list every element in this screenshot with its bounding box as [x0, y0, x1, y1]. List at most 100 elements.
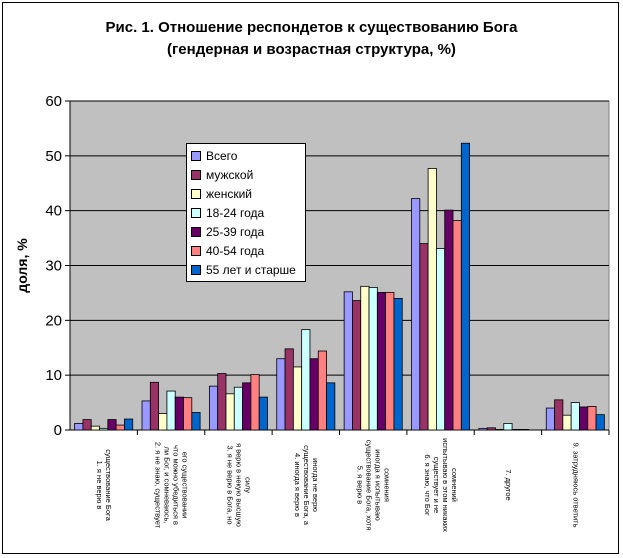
bar [444, 209, 454, 431]
legend-label: 25-39 года [206, 224, 265, 239]
legend-item: 25-39 года [187, 222, 305, 241]
legend-swatch [191, 207, 201, 218]
legend-swatch [191, 188, 201, 199]
legend-swatch [191, 169, 201, 180]
bar [124, 418, 134, 431]
legend-swatch [191, 150, 201, 161]
x-tick-label: 6. я знаю, что Бог [423, 454, 432, 516]
legend-label: 40-54 года [206, 243, 265, 258]
legend-swatch [191, 264, 201, 275]
legend-label: женский [206, 186, 252, 201]
x-tick-label: 5. я верю в [356, 466, 365, 504]
x-tick-label: существование Бога, хотя [365, 440, 374, 531]
chart-title-line-1: Рис. 1. Отношение респондетов к существо… [105, 19, 518, 36]
bar [183, 397, 193, 431]
bar [107, 419, 117, 431]
bar [166, 390, 176, 431]
x-tick-label: иногда не верю [311, 458, 320, 512]
bar [478, 427, 488, 431]
bar [595, 414, 605, 431]
chart-title: Рис. 1. Отношение респондетов к существо… [0, 17, 623, 61]
legend-item: Всего [187, 146, 305, 165]
bar [495, 429, 505, 431]
bar [82, 419, 92, 431]
bar [519, 429, 530, 431]
bar [486, 427, 496, 431]
x-tick-label: существование Бога [104, 449, 113, 521]
legend-swatch [191, 245, 201, 256]
x-tick-label: 9. затрудняюсь ответить [571, 443, 580, 528]
bar [460, 142, 471, 431]
bar [587, 406, 597, 431]
bar [284, 348, 294, 431]
bar [579, 406, 589, 431]
bar [115, 424, 125, 431]
bar [233, 386, 243, 431]
x-tick-label: я верю в некую высшую [234, 443, 243, 527]
bar [385, 291, 395, 431]
bar [511, 429, 521, 431]
bar [141, 400, 151, 431]
bar [411, 198, 421, 431]
bar [250, 374, 260, 431]
y-tick-label: 20 [45, 312, 62, 329]
bar [309, 358, 319, 431]
bar [419, 243, 429, 431]
x-tick-label: 2. я не знаю, существует [154, 442, 163, 529]
bar [503, 423, 513, 431]
bar [258, 396, 268, 431]
legend-label: Всего [206, 148, 238, 163]
bar [74, 423, 84, 431]
bar [242, 382, 252, 431]
bar [99, 427, 109, 431]
bar [217, 373, 227, 431]
x-tick-label: иногда я испытываю [374, 449, 383, 521]
x-tick-label: ли Бог, и сомневаюсь, [163, 447, 172, 524]
y-tick-label: 10 [45, 367, 62, 384]
bar [393, 297, 403, 431]
legend-item: 55 лет и старше [187, 260, 305, 279]
x-tick-label: 3. я не верю в Бога, но [225, 445, 234, 524]
y-axis-title: доля, % [14, 238, 30, 293]
bar [352, 300, 362, 431]
x-tick-label: испытываю в этом никаких [441, 438, 450, 532]
y-tick-label: 40 [45, 203, 62, 220]
y-tick-label: 60 [45, 93, 62, 110]
bar [191, 412, 201, 431]
bar [570, 402, 580, 431]
bar [317, 350, 327, 431]
bar [562, 414, 572, 431]
x-tick-label: 7. другое [504, 469, 513, 500]
bar [225, 393, 235, 431]
chart-title-line-2: (гендерная и возрастная структура, %) [167, 41, 456, 58]
legend-label: мужской [206, 167, 254, 182]
x-tick-label: существование Бога, а [302, 445, 311, 526]
bar [276, 358, 286, 431]
legend-label: 18-24 года [206, 205, 265, 220]
x-tick-label: силу [243, 477, 252, 493]
x-tick-label: сомнения [383, 468, 392, 502]
bar [90, 425, 100, 431]
bar [343, 291, 353, 431]
legend-swatch [191, 226, 201, 237]
y-tick-label: 30 [45, 258, 62, 275]
bar [554, 399, 564, 431]
x-tick-label: что можно убедиться в [172, 445, 181, 525]
x-tick-label: 4. иногда я верю в [293, 453, 302, 517]
x-tick-label: 1. я не верю в [95, 461, 104, 510]
bar [149, 381, 160, 431]
bar [301, 329, 311, 431]
legend-item: женский [187, 184, 305, 203]
legend-item: мужской [187, 165, 305, 184]
bar [292, 366, 303, 431]
y-tick-label: 50 [45, 148, 62, 165]
bar [545, 407, 555, 431]
bar [174, 396, 184, 431]
legend: Всего мужской женский 18-24 года 25-39 года 4… [186, 143, 306, 282]
legend-item: 18-24 года [187, 203, 305, 222]
bar [326, 382, 336, 431]
x-tick-label: его существовании [181, 452, 190, 519]
bar [368, 287, 378, 431]
y-tick-label: 0 [54, 422, 62, 439]
